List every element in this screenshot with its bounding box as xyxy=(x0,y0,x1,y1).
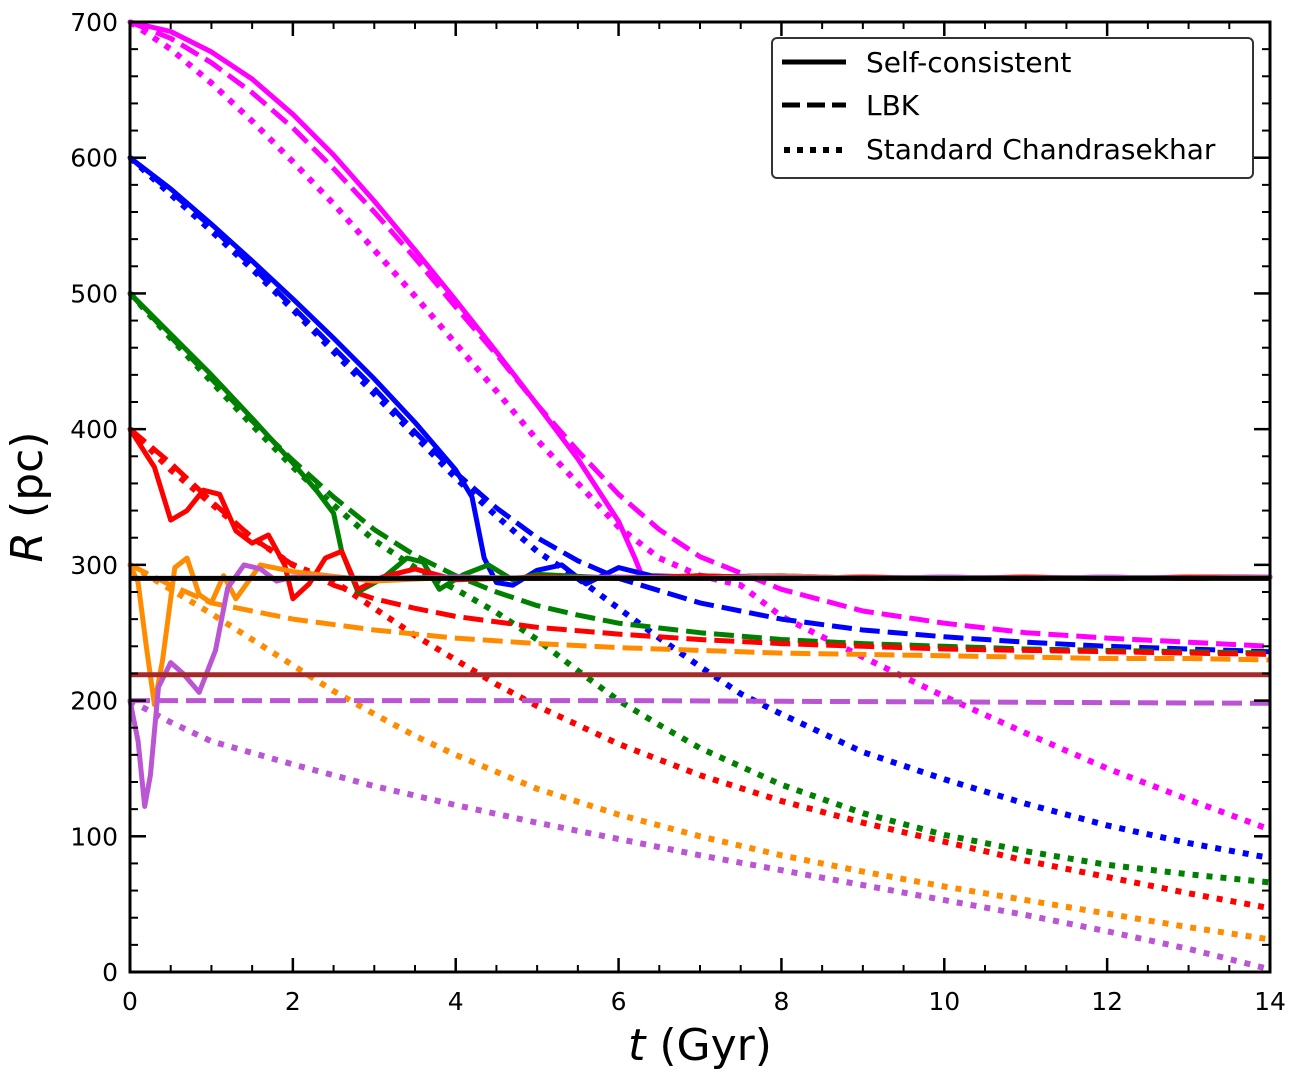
x-axis-unit: (Gyr) xyxy=(645,1020,772,1071)
x-tick-label: 8 xyxy=(773,987,789,1016)
x-tick-label: 10 xyxy=(928,987,960,1016)
legend-box xyxy=(771,37,1254,179)
series-r0-300-lbk xyxy=(128,562,1271,663)
series-r0-600-lbk xyxy=(128,155,1271,655)
legend-label-self-consistent: Self-consistent xyxy=(866,46,1071,79)
tick-labels: 0 2 4 6 8 10 12 14 0 100 200 300 400 500 600 700 xyxy=(70,8,1286,1016)
x-tick-label: 12 xyxy=(1091,987,1123,1016)
legend-label-chandrasekhar: Standard Chandrasekhar xyxy=(866,133,1216,166)
reference-lines xyxy=(130,575,1270,678)
x-tick-label: 6 xyxy=(611,987,627,1016)
y-tick-label: 0 xyxy=(102,958,118,987)
x-tick-label: 4 xyxy=(448,987,464,1016)
y-tick-label: 100 xyxy=(70,822,118,851)
x-axis-var: t xyxy=(628,1020,647,1071)
y-tick-label: 300 xyxy=(70,551,118,580)
y-tick-label: 200 xyxy=(70,687,118,716)
x-axis-title: t (Gyr) xyxy=(628,1020,772,1071)
series-r0-600-chandrasekhar xyxy=(127,155,1271,861)
series-r0-200-chandrasekhar xyxy=(128,697,1271,973)
series-r0-300-chandrasekhar xyxy=(128,562,1271,943)
x-tick-label: 14 xyxy=(1254,987,1286,1016)
series-r0-200-lbk xyxy=(130,698,1271,706)
y-tick-label: 600 xyxy=(70,144,118,173)
legend: Self-consistent LBK Standard Chandrasekh… xyxy=(771,37,1254,179)
y-tick-label: 400 xyxy=(70,415,118,444)
y-tick-label: 500 xyxy=(70,279,118,308)
y-axis-title: R (pc) xyxy=(2,431,53,562)
series-r0-500-chandrasekhar xyxy=(127,291,1271,886)
y-axis-unit: (pc) xyxy=(2,431,53,531)
x-tick-label: 0 xyxy=(122,987,138,1016)
legend-label-lbk: LBK xyxy=(866,89,920,122)
series-r0-700-chandrasekhar xyxy=(128,19,1272,833)
tick-layer xyxy=(128,20,1272,974)
y-axis-var: R xyxy=(2,532,53,563)
series-r0-400-lbk xyxy=(128,427,1271,657)
y-tick-label: 700 xyxy=(70,8,118,37)
x-tick-label: 2 xyxy=(285,987,301,1016)
